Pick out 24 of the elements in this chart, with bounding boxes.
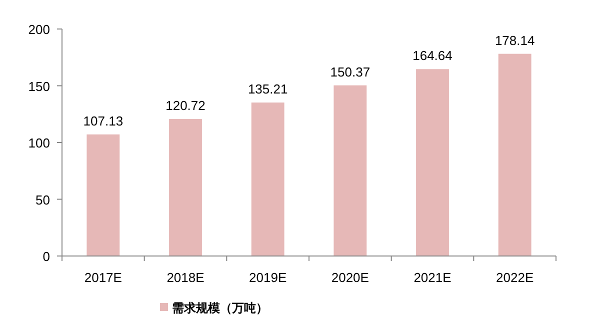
bar <box>251 102 284 256</box>
x-tick-label: 2017E <box>84 270 122 285</box>
bar <box>169 118 202 256</box>
data-label: 107.13 <box>83 113 124 128</box>
y-tick-label: 0 <box>42 249 50 264</box>
bar <box>416 69 449 256</box>
data-label: 150.37 <box>330 64 370 80</box>
data-label: 135.21 <box>248 82 288 97</box>
y-tick-label: 150 <box>28 78 50 94</box>
bar <box>86 134 120 256</box>
data-label: 164.64 <box>412 48 452 64</box>
y-tick-label: 200 <box>28 22 50 37</box>
y-tick-label: 100 <box>28 136 50 150</box>
x-tick-label: 2020E <box>331 270 370 285</box>
data-label: 120.72 <box>166 98 206 113</box>
y-tick-label: 50 <box>36 192 50 208</box>
data-label: 178.14 <box>494 32 535 48</box>
bar <box>334 85 367 256</box>
bar <box>498 54 532 256</box>
legend-label: 需求规模（万吨） <box>172 301 268 315</box>
x-tick-label: 2021E <box>414 270 452 285</box>
x-tick-label: 2022E <box>496 270 534 285</box>
x-tick-label: 2018E <box>166 270 205 285</box>
x-tick-label: 2019E <box>249 270 287 285</box>
